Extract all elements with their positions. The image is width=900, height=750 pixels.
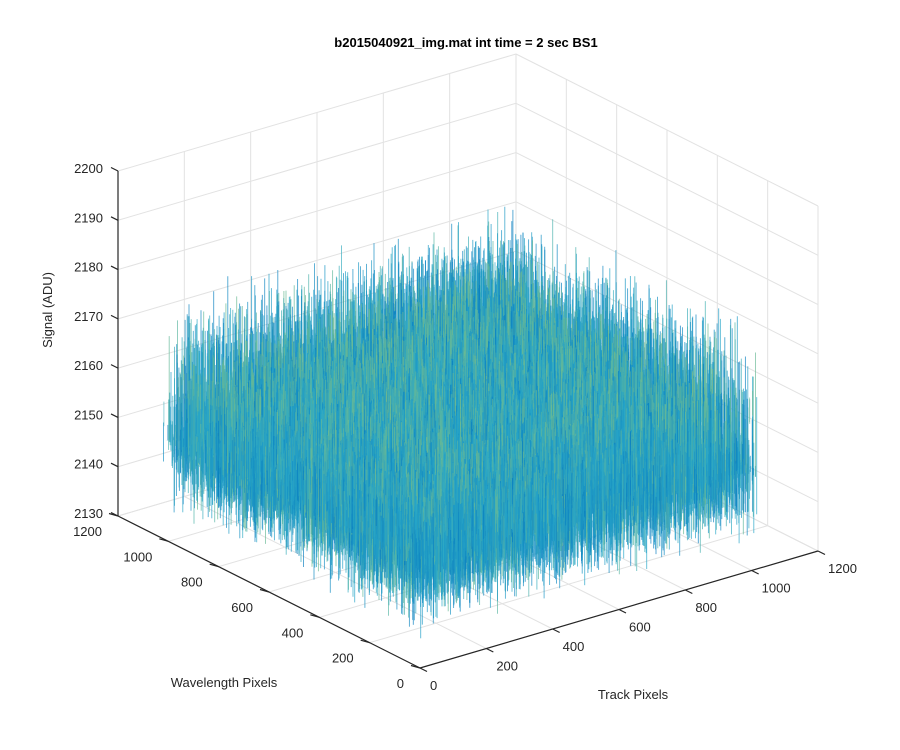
chart-title: b2015040921_img.mat int time = 2 sec BS1 <box>334 35 597 50</box>
